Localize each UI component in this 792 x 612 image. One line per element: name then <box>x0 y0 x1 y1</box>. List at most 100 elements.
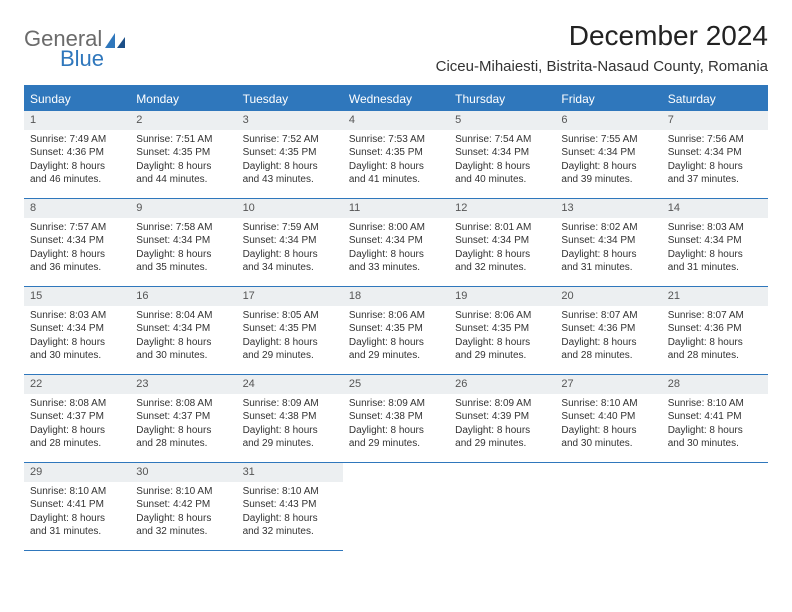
day-cell: 11Sunrise: 8:00 AMSunset: 4:34 PMDayligh… <box>343 199 449 287</box>
sunrise-text: Sunrise: 8:08 AM <box>30 397 124 411</box>
daylight-text-2: and 44 minutes. <box>136 173 230 187</box>
day-details: Sunrise: 7:53 AMSunset: 4:35 PMDaylight:… <box>343 130 449 193</box>
sunset-text: Sunset: 4:34 PM <box>668 234 762 248</box>
day-cell: 10Sunrise: 7:59 AMSunset: 4:34 PMDayligh… <box>237 199 343 287</box>
daylight-text-2: and 40 minutes. <box>455 173 549 187</box>
empty-cell <box>555 463 661 551</box>
daylight-text-2: and 32 minutes. <box>136 525 230 539</box>
day-details: Sunrise: 7:59 AMSunset: 4:34 PMDaylight:… <box>237 218 343 281</box>
daylight-text-2: and 43 minutes. <box>243 173 337 187</box>
day-details: Sunrise: 7:52 AMSunset: 4:35 PMDaylight:… <box>237 130 343 193</box>
logo: GeneralBlue <box>24 26 126 72</box>
day-cell: 27Sunrise: 8:10 AMSunset: 4:40 PMDayligh… <box>555 375 661 463</box>
empty-cell <box>449 463 555 551</box>
day-number: 6 <box>555 111 661 130</box>
day-number: 12 <box>449 199 555 218</box>
daylight-text-1: Daylight: 8 hours <box>561 424 655 438</box>
day-number: 26 <box>449 375 555 394</box>
day-details: Sunrise: 7:55 AMSunset: 4:34 PMDaylight:… <box>555 130 661 193</box>
daylight-text-1: Daylight: 8 hours <box>136 424 230 438</box>
sunrise-text: Sunrise: 8:06 AM <box>349 309 443 323</box>
daylight-text-2: and 29 minutes. <box>455 437 549 451</box>
day-number: 31 <box>237 463 343 482</box>
sunrise-text: Sunrise: 8:02 AM <box>561 221 655 235</box>
sunrise-text: Sunrise: 8:09 AM <box>349 397 443 411</box>
day-details: Sunrise: 8:08 AMSunset: 4:37 PMDaylight:… <box>130 394 236 457</box>
sunrise-text: Sunrise: 7:58 AM <box>136 221 230 235</box>
daylight-text-2: and 34 minutes. <box>243 261 337 275</box>
day-number: 24 <box>237 375 343 394</box>
day-details: Sunrise: 8:06 AMSunset: 4:35 PMDaylight:… <box>449 306 555 369</box>
daylight-text-1: Daylight: 8 hours <box>455 248 549 262</box>
day-number: 14 <box>662 199 768 218</box>
daylight-text-1: Daylight: 8 hours <box>349 424 443 438</box>
day-cell: 17Sunrise: 8:05 AMSunset: 4:35 PMDayligh… <box>237 287 343 375</box>
day-number: 4 <box>343 111 449 130</box>
sunset-text: Sunset: 4:36 PM <box>30 146 124 160</box>
sunrise-text: Sunrise: 8:09 AM <box>243 397 337 411</box>
day-cell: 30Sunrise: 8:10 AMSunset: 4:42 PMDayligh… <box>130 463 236 551</box>
day-details: Sunrise: 8:03 AMSunset: 4:34 PMDaylight:… <box>24 306 130 369</box>
sunset-text: Sunset: 4:34 PM <box>136 322 230 336</box>
daylight-text-2: and 28 minutes. <box>668 349 762 363</box>
sunset-text: Sunset: 4:40 PM <box>561 410 655 424</box>
day-details: Sunrise: 8:08 AMSunset: 4:37 PMDaylight:… <box>24 394 130 457</box>
day-details: Sunrise: 8:09 AMSunset: 4:39 PMDaylight:… <box>449 394 555 457</box>
daylight-text-2: and 31 minutes. <box>561 261 655 275</box>
sunrise-text: Sunrise: 8:10 AM <box>136 485 230 499</box>
calendar-grid: SundayMondayTuesdayWednesdayThursdayFrid… <box>24 85 768 551</box>
daylight-text-2: and 29 minutes. <box>455 349 549 363</box>
daylight-text-2: and 29 minutes. <box>243 349 337 363</box>
daylight-text-1: Daylight: 8 hours <box>455 160 549 174</box>
sunset-text: Sunset: 4:42 PM <box>136 498 230 512</box>
sunrise-text: Sunrise: 7:49 AM <box>30 133 124 147</box>
daylight-text-1: Daylight: 8 hours <box>561 160 655 174</box>
sunset-text: Sunset: 4:35 PM <box>455 322 549 336</box>
sunset-text: Sunset: 4:34 PM <box>136 234 230 248</box>
sunrise-text: Sunrise: 8:08 AM <box>136 397 230 411</box>
day-cell: 8Sunrise: 7:57 AMSunset: 4:34 PMDaylight… <box>24 199 130 287</box>
weekday-header: Monday <box>130 87 236 111</box>
sunset-text: Sunset: 4:34 PM <box>349 234 443 248</box>
day-number: 2 <box>130 111 236 130</box>
daylight-text-1: Daylight: 8 hours <box>136 248 230 262</box>
daylight-text-1: Daylight: 8 hours <box>668 424 762 438</box>
daylight-text-1: Daylight: 8 hours <box>30 336 124 350</box>
daylight-text-1: Daylight: 8 hours <box>455 424 549 438</box>
sunrise-text: Sunrise: 7:54 AM <box>455 133 549 147</box>
weekday-header: Tuesday <box>237 87 343 111</box>
daylight-text-1: Daylight: 8 hours <box>30 160 124 174</box>
day-details: Sunrise: 7:51 AMSunset: 4:35 PMDaylight:… <box>130 130 236 193</box>
sunset-text: Sunset: 4:41 PM <box>668 410 762 424</box>
day-cell: 12Sunrise: 8:01 AMSunset: 4:34 PMDayligh… <box>449 199 555 287</box>
sunrise-text: Sunrise: 8:10 AM <box>561 397 655 411</box>
daylight-text-2: and 39 minutes. <box>561 173 655 187</box>
day-cell: 6Sunrise: 7:55 AMSunset: 4:34 PMDaylight… <box>555 111 661 199</box>
day-details: Sunrise: 7:56 AMSunset: 4:34 PMDaylight:… <box>662 130 768 193</box>
daylight-text-1: Daylight: 8 hours <box>136 160 230 174</box>
day-number: 5 <box>449 111 555 130</box>
sunset-text: Sunset: 4:35 PM <box>243 322 337 336</box>
day-details: Sunrise: 8:10 AMSunset: 4:40 PMDaylight:… <box>555 394 661 457</box>
day-details: Sunrise: 8:06 AMSunset: 4:35 PMDaylight:… <box>343 306 449 369</box>
day-number: 8 <box>24 199 130 218</box>
weekday-header: Wednesday <box>343 87 449 111</box>
day-cell: 7Sunrise: 7:56 AMSunset: 4:34 PMDaylight… <box>662 111 768 199</box>
month-title: December 2024 <box>436 20 768 52</box>
daylight-text-2: and 30 minutes. <box>561 437 655 451</box>
daylight-text-2: and 33 minutes. <box>349 261 443 275</box>
sunset-text: Sunset: 4:34 PM <box>668 146 762 160</box>
sunrise-text: Sunrise: 8:05 AM <box>243 309 337 323</box>
day-cell: 3Sunrise: 7:52 AMSunset: 4:35 PMDaylight… <box>237 111 343 199</box>
day-details: Sunrise: 8:04 AMSunset: 4:34 PMDaylight:… <box>130 306 236 369</box>
sunset-text: Sunset: 4:34 PM <box>561 234 655 248</box>
daylight-text-1: Daylight: 8 hours <box>30 512 124 526</box>
day-details: Sunrise: 8:00 AMSunset: 4:34 PMDaylight:… <box>343 218 449 281</box>
logo-word-blue: Blue <box>60 46 126 72</box>
sunrise-text: Sunrise: 7:59 AM <box>243 221 337 235</box>
daylight-text-2: and 36 minutes. <box>30 261 124 275</box>
sunrise-text: Sunrise: 7:52 AM <box>243 133 337 147</box>
daylight-text-1: Daylight: 8 hours <box>243 160 337 174</box>
day-details: Sunrise: 8:03 AMSunset: 4:34 PMDaylight:… <box>662 218 768 281</box>
weekday-header: Thursday <box>449 87 555 111</box>
